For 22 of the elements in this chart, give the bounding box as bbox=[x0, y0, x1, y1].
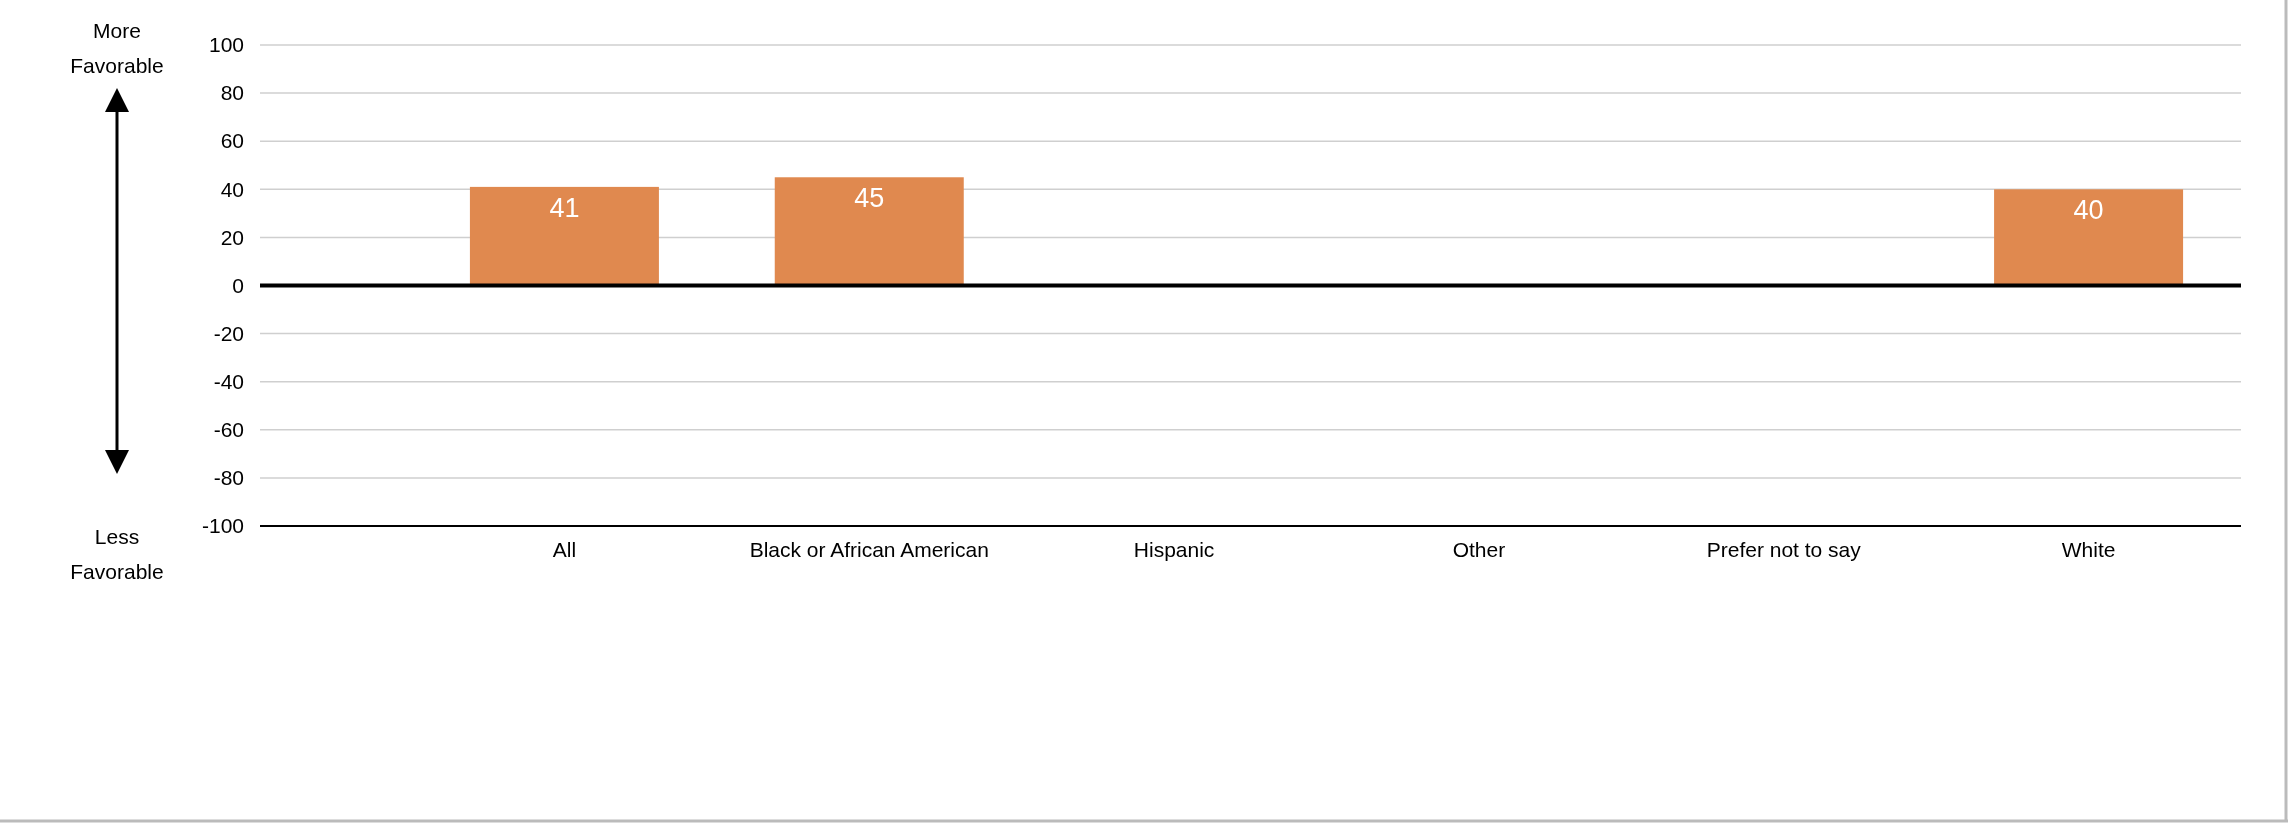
x-tick-label: Other bbox=[1452, 537, 1506, 561]
y-tick-label: -100 bbox=[201, 514, 244, 538]
y-tick-label: -40 bbox=[213, 369, 244, 393]
data-label: 45 bbox=[854, 183, 885, 214]
y-tick-label: 60 bbox=[220, 129, 244, 153]
text: Less Favorable bbox=[70, 525, 164, 583]
x-tick-label: Black or African American bbox=[749, 537, 989, 561]
x-tick-label: White bbox=[2061, 537, 2116, 561]
data-label: 40 bbox=[2073, 195, 2104, 226]
data-label: 41 bbox=[549, 192, 580, 223]
y-tick-label: 40 bbox=[220, 177, 244, 201]
x-tick-label: All bbox=[552, 537, 577, 561]
y-tick-label: 100 bbox=[208, 33, 244, 57]
x-tick-label: Prefer not to say bbox=[1706, 537, 1862, 561]
y-tick-label: -20 bbox=[213, 321, 244, 345]
y-tick-label: 80 bbox=[220, 81, 244, 105]
y-tick-label: -60 bbox=[213, 418, 244, 442]
y-tick-label: 20 bbox=[220, 225, 244, 249]
y-tick-label: -80 bbox=[213, 466, 244, 490]
text: More Favorable bbox=[70, 19, 164, 77]
x-tick-label: Hispanic bbox=[1133, 537, 1215, 561]
y-tick-label: 0 bbox=[232, 273, 244, 297]
